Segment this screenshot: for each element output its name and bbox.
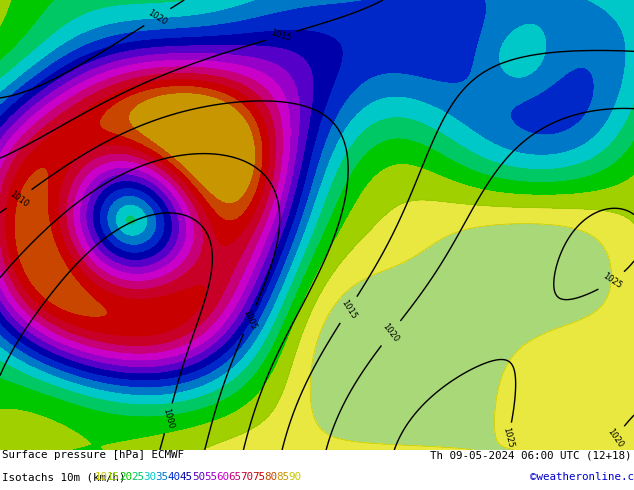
Text: 35: 35 <box>155 472 169 482</box>
Text: 65: 65 <box>228 472 241 482</box>
Text: 30: 30 <box>143 472 157 482</box>
Text: 45: 45 <box>179 472 193 482</box>
Text: 75: 75 <box>252 472 265 482</box>
Text: 1020: 1020 <box>605 427 624 450</box>
Text: 50: 50 <box>191 472 205 482</box>
Text: 70: 70 <box>240 472 253 482</box>
Text: 1015: 1015 <box>270 28 293 43</box>
Text: Isotachs 10m (km/h): Isotachs 10m (km/h) <box>2 472 132 482</box>
Text: 1020: 1020 <box>381 322 401 344</box>
Text: Th 09-05-2024 06:00 UTC (12+18): Th 09-05-2024 06:00 UTC (12+18) <box>430 450 632 460</box>
Text: 40: 40 <box>167 472 181 482</box>
Text: 1015: 1015 <box>339 298 358 321</box>
Text: ©weatheronline.co.uk: ©weatheronline.co.uk <box>530 472 634 482</box>
Text: 1025: 1025 <box>600 271 623 291</box>
Text: 55: 55 <box>204 472 217 482</box>
Text: 10: 10 <box>95 472 108 482</box>
Text: 85: 85 <box>276 472 289 482</box>
Text: 1020: 1020 <box>146 8 169 26</box>
Text: 80: 80 <box>264 472 277 482</box>
Text: 1005: 1005 <box>242 308 258 331</box>
Text: 1025: 1025 <box>501 426 515 449</box>
Text: 1000: 1000 <box>161 407 176 430</box>
Text: 20: 20 <box>119 472 132 482</box>
Text: 90: 90 <box>288 472 301 482</box>
Text: Surface pressure [hPa] ECMWF: Surface pressure [hPa] ECMWF <box>2 450 184 460</box>
Text: 1010: 1010 <box>8 189 30 209</box>
Text: 15: 15 <box>107 472 120 482</box>
Text: 60: 60 <box>216 472 229 482</box>
Text: 25: 25 <box>131 472 145 482</box>
